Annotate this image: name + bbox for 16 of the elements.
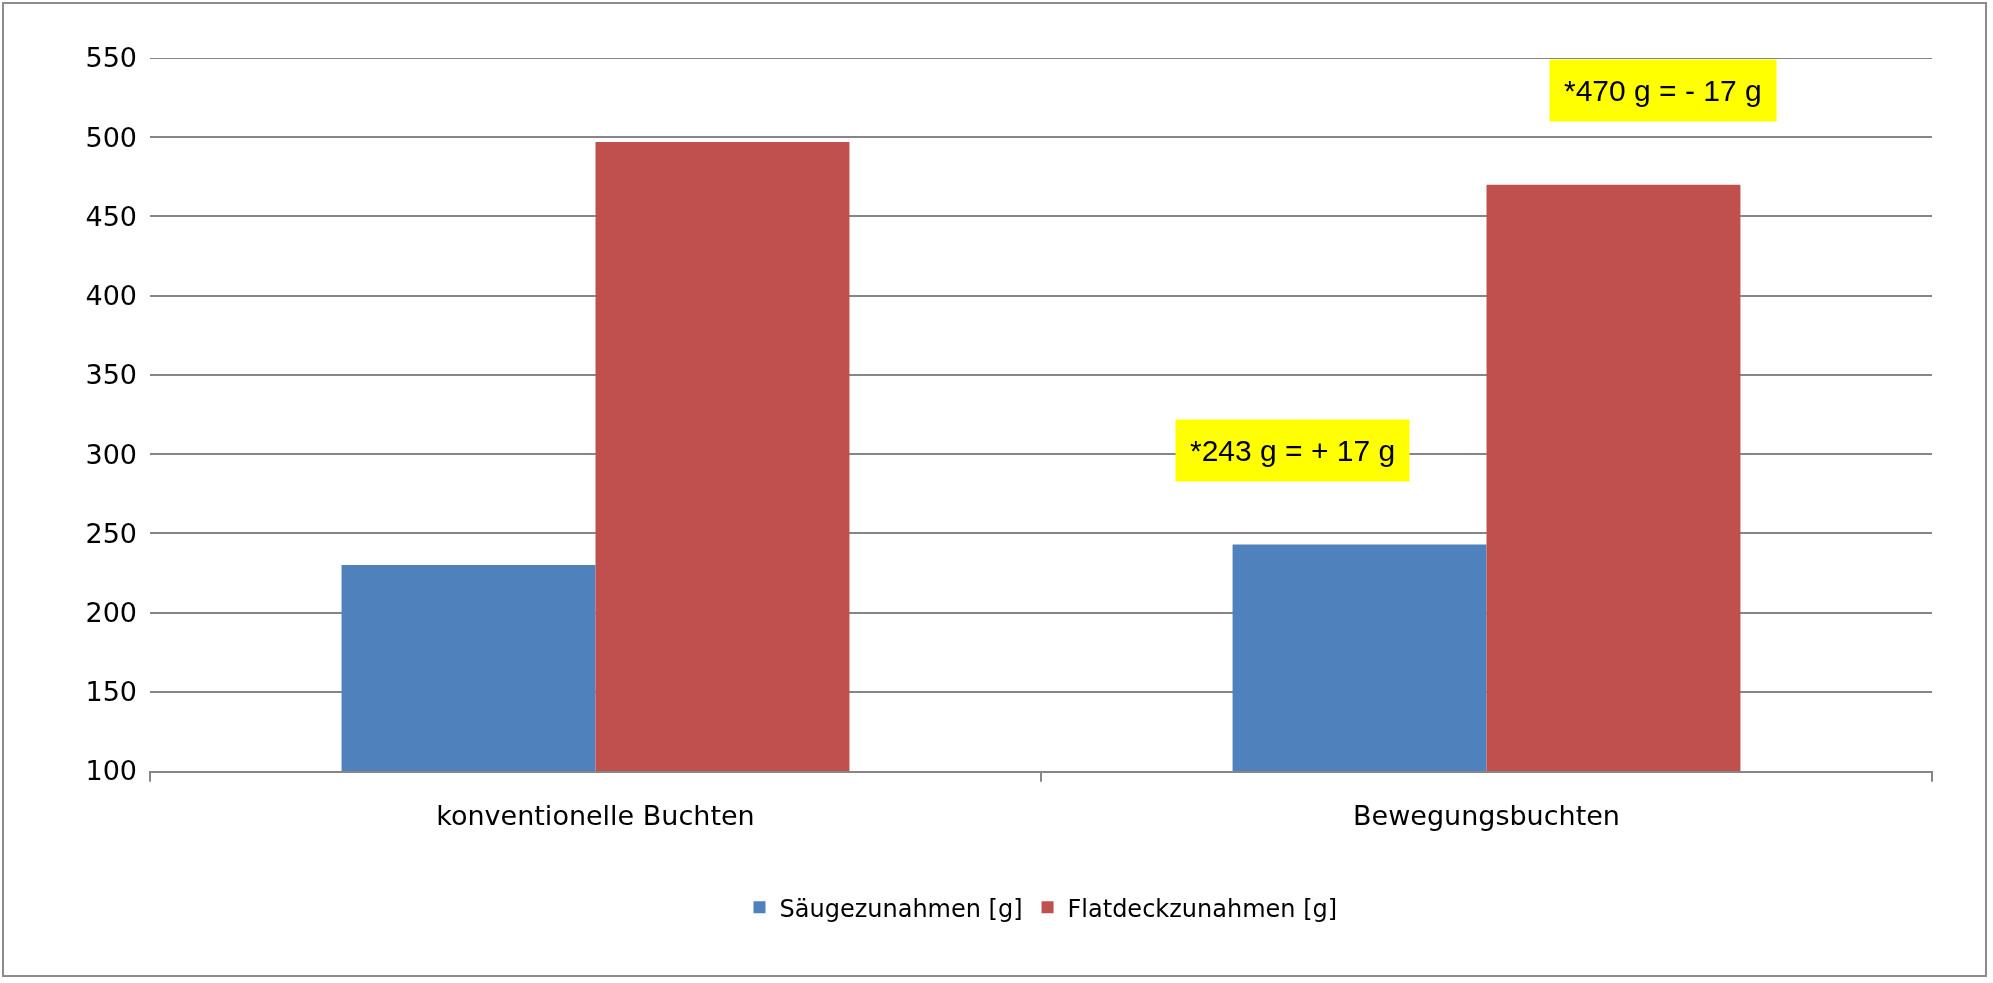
annotation: *243 g = + 17 g: [1190, 434, 1396, 467]
y-tick-label: 450: [85, 200, 137, 232]
x-tick-label: konventionelle Buchten: [436, 800, 755, 832]
y-tick-label: 250: [85, 517, 137, 549]
y-tick-label: 100: [85, 755, 137, 787]
annotation: *470 g = - 17 g: [1564, 74, 1762, 107]
y-tick-label: 200: [85, 597, 137, 629]
x-tick-label: Bewegungsbuchten: [1353, 800, 1620, 832]
y-tick-label: 150: [85, 676, 137, 708]
y-tick-label: 500: [85, 121, 137, 153]
y-tick-label: 300: [85, 438, 137, 470]
legend-label: Säugezunahmen [g]: [779, 894, 1023, 923]
y-tick-label: 550: [85, 42, 137, 74]
legend-label: Flatdeckzunahmen [g]: [1067, 894, 1338, 923]
y-tick-label: 400: [85, 280, 137, 312]
y-tick-label: 350: [85, 359, 137, 391]
